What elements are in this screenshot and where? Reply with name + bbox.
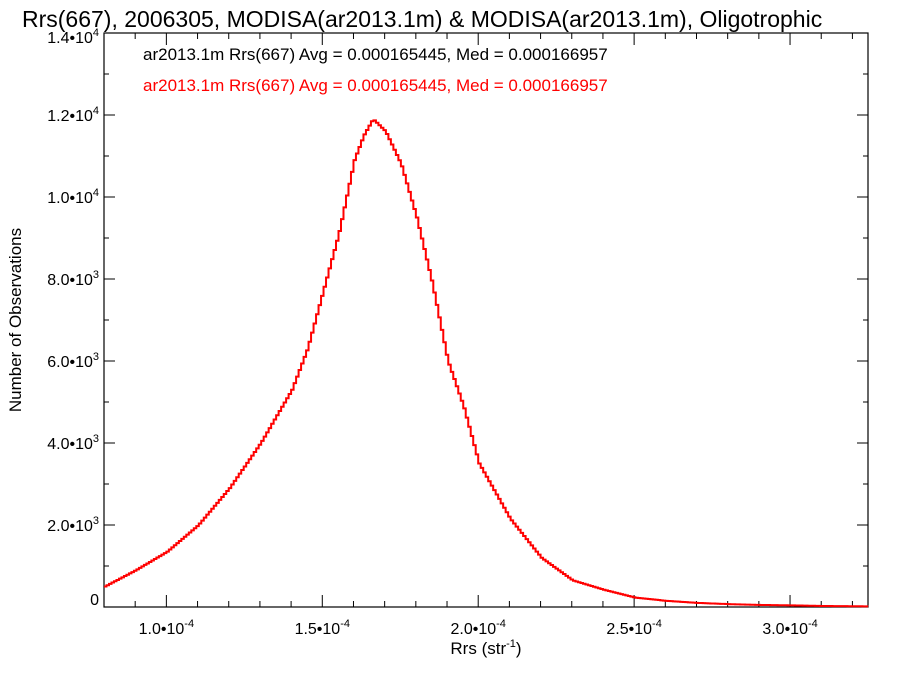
x-tick-mantissa: 2.0•10 [450, 621, 496, 638]
legend-entry-red: ar2013.1m Rrs(667) Avg = 0.000165445, Me… [143, 76, 608, 95]
y-tick-mantissa: 1.2•10 [47, 108, 93, 125]
x-tick-mantissa: 2.5•10 [606, 621, 652, 638]
x-axis-label-text: Rrs (str [450, 639, 506, 658]
y-tick-mantissa: 1.4•10 [47, 30, 93, 47]
x-axis-label-exponent: -1 [506, 638, 516, 650]
x-tick-label: 1.0•10-4 [139, 618, 194, 638]
y-tick-exponent: 4 [93, 105, 99, 117]
y-axis-label: Number of Observations [6, 228, 25, 412]
x-axis-label-close: ) [516, 639, 522, 658]
x-tick-label: 1.5•10-4 [295, 618, 350, 638]
y-tick-mantissa: 1.0•10 [47, 190, 93, 207]
plot-frame [103, 32, 869, 608]
x-tick-label: 2.0•10-4 [450, 618, 505, 638]
y-tick-label: 1.2•104 [47, 105, 99, 125]
y-tick-exponent: 3 [93, 433, 99, 445]
y-tick-mantissa: 8.0•10 [47, 272, 93, 289]
y-tick-mantissa: 0 [90, 592, 99, 609]
x-tick-exponent: -4 [808, 618, 818, 630]
y-axis-ticks: 02.0•1034.0•1036.0•1038.0•1031.0•1041.2•… [47, 27, 868, 609]
y-tick-exponent: 3 [93, 351, 99, 363]
y-tick-label: 4.0•103 [47, 433, 99, 453]
x-tick-mantissa: 1.5•10 [295, 621, 341, 638]
y-tick-label: 2.0•103 [47, 515, 99, 535]
x-tick-exponent: -4 [652, 618, 662, 630]
y-tick-mantissa: 6.0•10 [47, 354, 93, 371]
x-axis-label: Rrs (str-1) [450, 638, 521, 658]
x-tick-exponent: -4 [340, 618, 350, 630]
x-tick-label: 3.0•10-4 [762, 618, 817, 638]
y-tick-exponent: 3 [93, 515, 99, 527]
x-tick-mantissa: 1.0•10 [139, 621, 185, 638]
histogram-series-line [104, 119, 869, 608]
y-tick-label: 1.0•104 [47, 187, 99, 207]
y-tick-label: 1.4•104 [47, 27, 99, 47]
y-tick-label: 0 [90, 592, 99, 609]
x-tick-label: 2.5•10-4 [606, 618, 661, 638]
legend-entry-black: ar2013.1m Rrs(667) Avg = 0.000165445, Me… [143, 45, 608, 64]
y-tick-label: 6.0•103 [47, 351, 99, 371]
series-layer [104, 119, 869, 608]
x-axis-ticks: 1.0•10-4 1.5•10-4 2.0•10-4 2.5•10-4 3.0•10-4 [134, 33, 853, 638]
chart-title: Rrs(667), 2006305, MODISA(ar2013.1m) & M… [22, 6, 822, 32]
x-tick-exponent: -4 [496, 618, 506, 630]
y-tick-exponent: 3 [93, 269, 99, 281]
y-tick-mantissa: 4.0•10 [47, 436, 93, 453]
y-tick-mantissa: 2.0•10 [47, 518, 93, 535]
x-tick-exponent: -4 [184, 618, 194, 630]
y-tick-exponent: 4 [93, 187, 99, 199]
x-tick-mantissa: 3.0•10 [762, 621, 808, 638]
y-tick-label: 8.0•103 [47, 269, 99, 289]
y-tick-exponent: 4 [93, 27, 99, 39]
